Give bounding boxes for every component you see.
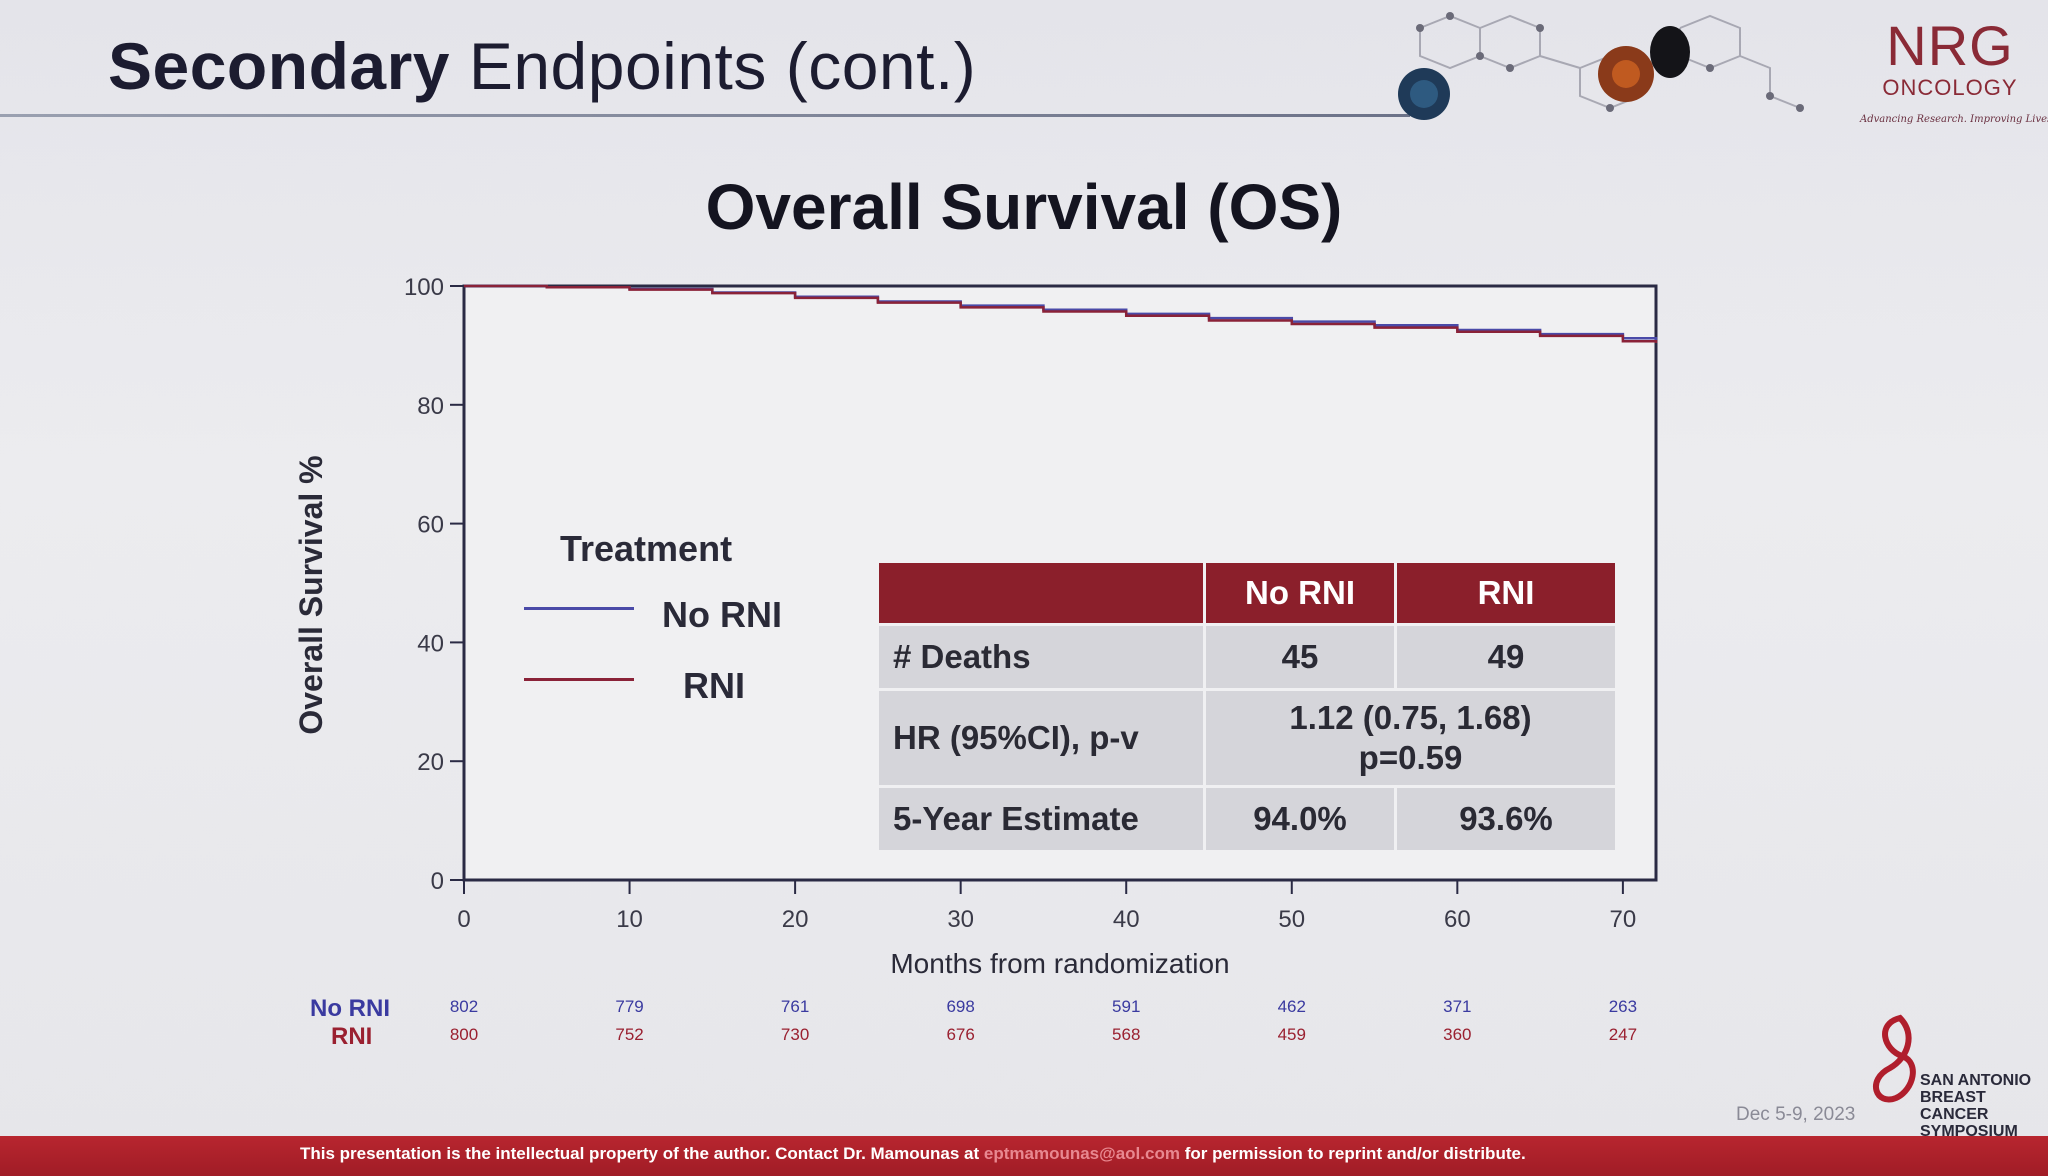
stats-header-row: No RNI RNI — [879, 563, 1615, 623]
x-tick-label: 0 — [457, 906, 470, 933]
x-tick-label: 10 — [616, 906, 643, 933]
y-tick-label: 60 — [417, 512, 444, 539]
stats-header-no-rni: No RNI — [1206, 563, 1394, 623]
chart-title: Overall Survival (OS) — [705, 171, 1343, 243]
x-axis-label: Months from randomization — [890, 948, 1229, 979]
risk-count: 752 — [615, 1025, 644, 1044]
deaths-no-rni: 45 — [1206, 626, 1394, 688]
deaths-label: # Deaths — [879, 626, 1203, 688]
y-tick-label: 20 — [417, 749, 444, 776]
sabcs-ribbon-icon — [1873, 1014, 1916, 1103]
stats-row-deaths: # Deaths 45 49 — [879, 626, 1615, 688]
x-tick-label: 50 — [1278, 906, 1305, 933]
estimate-label: 5-Year Estimate — [879, 788, 1203, 850]
risk-count: 779 — [615, 997, 644, 1016]
risk-count: 459 — [1277, 1025, 1306, 1044]
stats-header-rni: RNI — [1397, 563, 1615, 623]
risk-count: 698 — [946, 997, 975, 1016]
risk-count: 761 — [780, 997, 810, 1016]
risk-count: 802 — [449, 997, 479, 1016]
footer-bar: This presentation is the intellectual pr… — [0, 1136, 2048, 1176]
slide-title-bold: Secondary — [108, 29, 450, 103]
estimate-no-rni: 94.0% — [1206, 788, 1394, 850]
deaths-rni: 49 — [1397, 626, 1615, 688]
risk-count: 591 — [1112, 997, 1141, 1016]
risk-count: 360 — [1443, 1025, 1472, 1044]
logo-sub-text: ONCOLOGY — [1882, 75, 2018, 100]
x-tick-label: 40 — [1113, 906, 1140, 933]
title-divider — [0, 114, 1410, 117]
risk-count: 800 — [449, 1025, 479, 1044]
hr-p-value: p=0.59 — [1358, 739, 1463, 776]
y-tick-label: 0 — [431, 868, 444, 895]
risk-count: 263 — [1608, 997, 1638, 1016]
legend-title: Treatment — [560, 528, 733, 569]
logo-tagline: Advancing Research. Improving Lives. — [1860, 114, 2048, 125]
legend-line-no-rni — [524, 607, 634, 610]
risk-count: 568 — [1112, 1025, 1141, 1044]
x-tick-label: 60 — [1444, 906, 1471, 933]
legend-line-rni — [524, 678, 634, 681]
risk-count: 247 — [1608, 1025, 1638, 1044]
slide-title-rest: Endpoints (cont.) — [449, 29, 977, 103]
x-tick-label: 20 — [782, 906, 809, 933]
stats-row-hr: HR (95%CI), p-v 1.12 (0.75, 1.68) p=0.59 — [879, 691, 1615, 785]
risk-count: 730 — [780, 1025, 810, 1044]
risk-row-label: No RNI — [310, 995, 390, 1022]
footer-post: for permission to reprint and/or distrib… — [1179, 1144, 1526, 1163]
y-axis-label: Overall Survival % — [293, 455, 329, 734]
stats-header-blank — [879, 563, 1203, 623]
sabcs-line-2: BREAST CANCER — [1920, 1089, 1989, 1123]
hr-ci: 1.12 (0.75, 1.68) — [1289, 699, 1532, 736]
conference-date: Dec 5-9, 2023 — [1736, 1104, 1856, 1125]
series-line-rni — [464, 284, 1658, 344]
y-tick-label: 100 — [404, 274, 444, 301]
legend-label-no-rni: No RNI — [662, 594, 782, 635]
footer-email: eptmamounas@aol.com — [983, 1144, 1180, 1163]
y-tick-label: 80 — [417, 393, 444, 420]
hr-label: HR (95%CI), p-v — [879, 691, 1203, 785]
estimate-rni: 93.6% — [1397, 788, 1615, 850]
slide-title: Secondary Endpoints (cont.) — [108, 28, 976, 104]
stats-row-estimate: 5-Year Estimate 94.0% 93.6% — [879, 788, 1615, 850]
legend-label-rni: RNI — [683, 665, 745, 706]
x-tick-label: 30 — [947, 906, 974, 933]
x-tick-label: 70 — [1610, 906, 1637, 933]
footer-pre: This presentation is the intellectual pr… — [300, 1144, 984, 1163]
logo-main-text: NRG — [1886, 14, 2014, 77]
y-tick-label: 40 — [417, 630, 444, 657]
risk-count: 462 — [1277, 997, 1306, 1016]
stats-table: No RNI RNI # Deaths 45 49 HR (95%CI), p-… — [876, 560, 1618, 853]
risk-row-label: RNI — [331, 1023, 373, 1050]
risk-count: 371 — [1443, 997, 1472, 1016]
nrg-oncology-logo: NRG ONCOLOGY Advancing Research. Improvi… — [1860, 14, 2048, 126]
sabcs-line-3: SYMPOSIUM — [1920, 1123, 2018, 1140]
footer-text: This presentation is the intellectual pr… — [300, 1144, 1526, 1164]
sabcs-logo-text: SAN ANTONIO BREAST CANCER SYMPOSIUM — [1920, 1072, 2048, 1140]
sabcs-line-1: SAN ANTONIO — [1920, 1072, 2032, 1089]
hr-value: 1.12 (0.75, 1.68) p=0.59 — [1206, 691, 1615, 785]
molecule-graphic — [1398, 12, 1804, 120]
risk-count: 676 — [946, 1025, 975, 1044]
